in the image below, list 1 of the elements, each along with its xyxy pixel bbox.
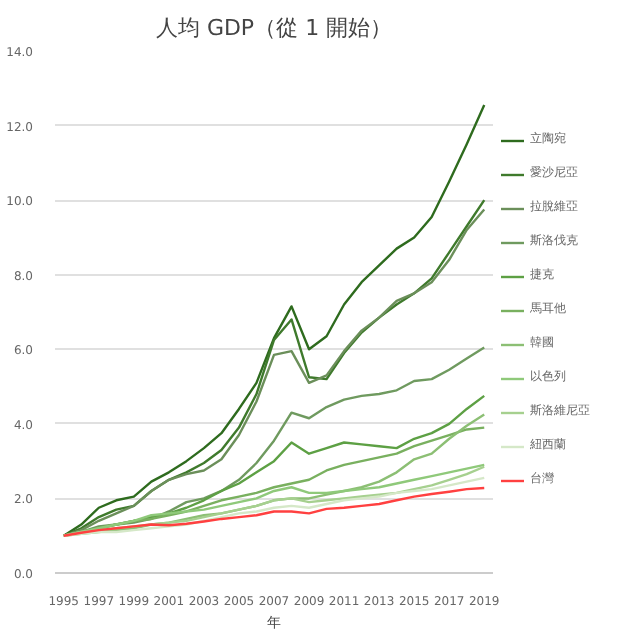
chart-title: 人均 GDP（從 1 開始） xyxy=(155,15,393,41)
